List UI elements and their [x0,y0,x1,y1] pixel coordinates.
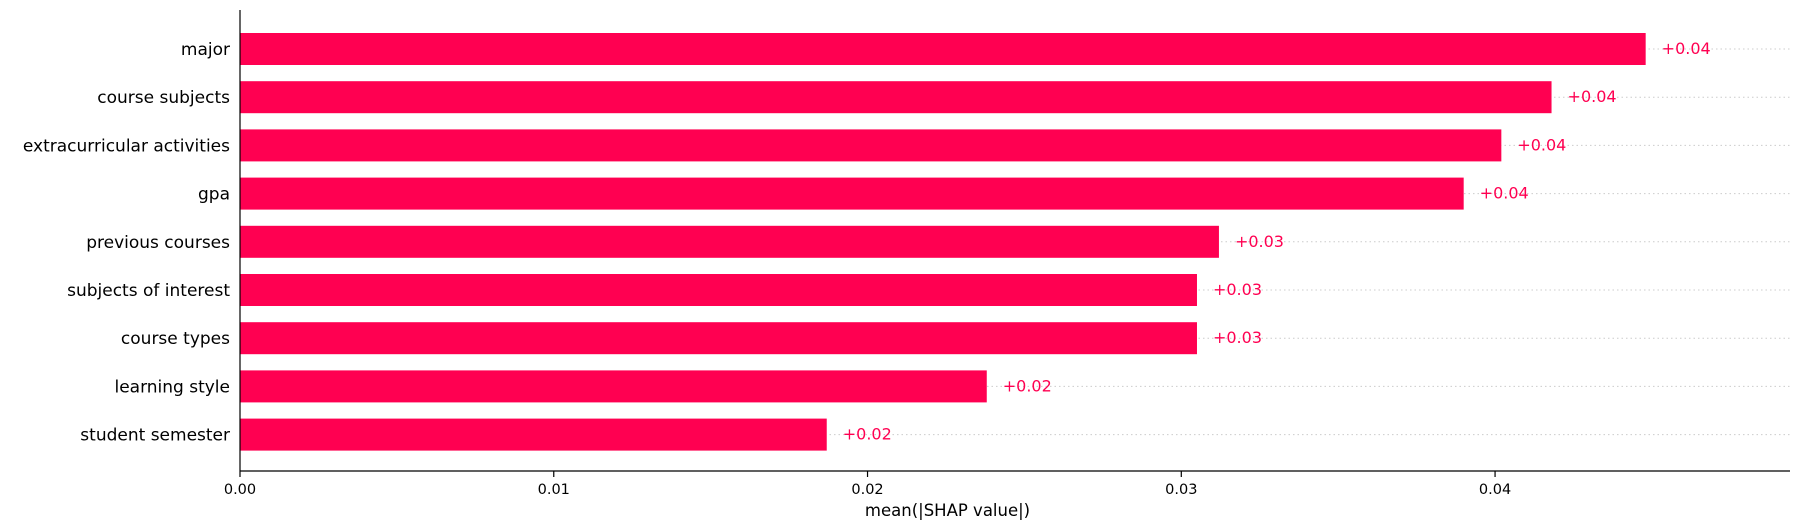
category-label: previous courses [86,233,230,253]
bar-subjects-of-interest [240,274,1197,306]
x-tick-label: 0.04 [1479,482,1511,498]
bar-major [240,33,1646,65]
bar-course-types [240,322,1197,355]
bar-previous-courses [240,225,1219,258]
category-label: student semester [80,426,230,446]
bars [240,33,1646,451]
bar-course-subjects [240,81,1552,114]
value-label: +0.02 [1003,376,1052,395]
value-label: +0.04 [1480,184,1529,203]
category-label: subjects of interest [67,281,230,301]
category-label: major [181,40,230,60]
x-tick-label: 0.01 [538,482,570,498]
axes: 0.00 0.01 0.02 0.03 0.04 [224,10,1790,498]
x-tick-label: 0.00 [224,482,256,498]
bar-gpa [240,177,1464,210]
value-label: +0.03 [1235,232,1284,251]
value-label: +0.03 [1213,280,1262,299]
value-label: +0.04 [1568,87,1617,106]
labels: major +0.04 course subjects +0.04 extracurri… [23,39,1711,446]
value-label: +0.04 [1662,39,1711,58]
bar-extracurricular-activities [240,129,1502,162]
category-label: course types [121,329,230,349]
x-axis-title: mean(|SHAP value|) [865,501,1030,520]
value-label: +0.03 [1213,328,1262,347]
category-label: learning style [114,377,230,397]
value-label: +0.02 [843,425,892,444]
x-tick-label: 0.02 [851,482,883,498]
value-label: +0.04 [1517,135,1566,154]
x-tick-label: 0.03 [1165,482,1197,498]
category-label: gpa [198,185,230,205]
category-label: course subjects [97,88,230,108]
bar-student-semester [240,418,827,451]
bar-learning-style [240,370,987,403]
category-label: extracurricular activities [23,136,230,156]
